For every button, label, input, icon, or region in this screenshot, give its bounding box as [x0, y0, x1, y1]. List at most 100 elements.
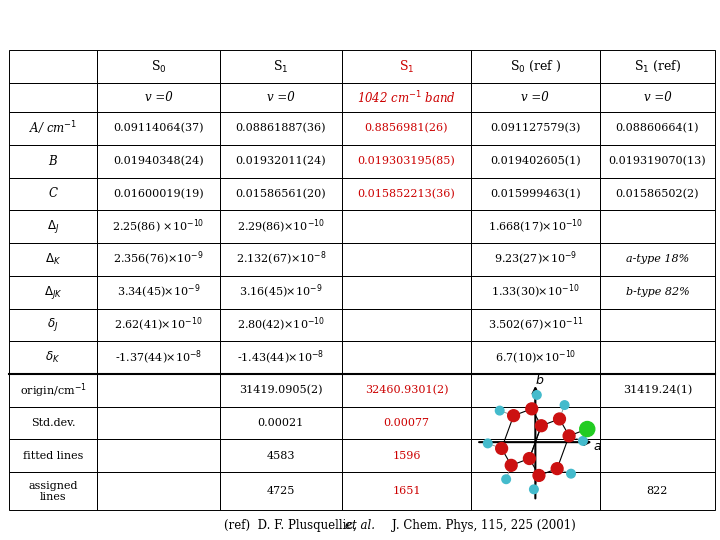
Bar — [342, 374, 471, 407]
Bar — [9, 178, 97, 210]
Bar — [600, 145, 715, 178]
Circle shape — [523, 453, 535, 464]
Text: 1.668(17)×10$^{-10}$: 1.668(17)×10$^{-10}$ — [487, 218, 583, 236]
Text: 0.01586561(20): 0.01586561(20) — [235, 189, 326, 199]
Bar — [600, 407, 715, 440]
Bar — [600, 308, 715, 341]
Circle shape — [560, 401, 569, 409]
Text: $\Delta_K$: $\Delta_K$ — [45, 252, 61, 267]
Text: b-type 82%: b-type 82% — [626, 287, 689, 297]
Bar — [220, 440, 342, 472]
Bar — [9, 50, 97, 83]
Bar — [97, 374, 220, 407]
Bar — [97, 341, 220, 374]
Bar — [97, 145, 220, 178]
Bar — [342, 308, 471, 341]
Circle shape — [563, 430, 575, 442]
Bar — [600, 112, 715, 145]
Bar — [471, 145, 600, 178]
Text: 4725: 4725 — [266, 486, 295, 496]
Bar — [342, 83, 471, 112]
Text: a-type 18%: a-type 18% — [626, 254, 689, 265]
Bar — [9, 210, 97, 243]
Bar — [220, 308, 342, 341]
Text: 0.019303195(85): 0.019303195(85) — [358, 156, 455, 166]
Bar — [471, 407, 600, 440]
Text: (ref)  D. F. Plusquellic,: (ref) D. F. Plusquellic, — [223, 518, 360, 532]
Bar — [471, 308, 600, 341]
Text: fitted lines: fitted lines — [23, 451, 83, 461]
Text: 0.00021: 0.00021 — [258, 418, 304, 428]
Circle shape — [508, 410, 520, 422]
Bar — [342, 112, 471, 145]
Bar — [9, 83, 97, 112]
Text: 0.019402605(1): 0.019402605(1) — [490, 156, 580, 166]
Bar — [9, 341, 97, 374]
Text: 2.29(86)×10$^{-10}$: 2.29(86)×10$^{-10}$ — [237, 218, 325, 236]
Text: S$_1$ (ref): S$_1$ (ref) — [634, 59, 681, 74]
Text: assigned
lines: assigned lines — [28, 481, 78, 502]
Text: 0.091127579(3): 0.091127579(3) — [490, 123, 580, 133]
Bar — [220, 374, 342, 407]
Bar — [220, 112, 342, 145]
Bar — [471, 83, 600, 112]
Text: J. Chem. Phys, 115, 225 (2001): J. Chem. Phys, 115, 225 (2001) — [362, 518, 576, 532]
Text: 31419.0905(2): 31419.0905(2) — [239, 385, 323, 395]
Text: 0.01932011(24): 0.01932011(24) — [235, 156, 326, 166]
Bar — [9, 308, 97, 341]
Text: v =0: v =0 — [644, 91, 671, 104]
Text: v =0: v =0 — [267, 91, 294, 104]
Bar — [600, 210, 715, 243]
Bar — [220, 145, 342, 178]
Bar — [342, 243, 471, 276]
Bar — [600, 178, 715, 210]
Bar — [471, 276, 600, 308]
Bar — [600, 374, 715, 407]
Bar — [600, 243, 715, 276]
Text: -1.37(44)×10$^{-8}$: -1.37(44)×10$^{-8}$ — [114, 348, 202, 367]
Bar — [342, 50, 471, 83]
Bar — [471, 374, 600, 407]
Circle shape — [496, 443, 508, 454]
Bar — [471, 341, 600, 374]
Bar — [471, 210, 600, 243]
Text: 0.015852213(36): 0.015852213(36) — [358, 189, 455, 199]
Circle shape — [526, 403, 538, 415]
Text: Molecular constants of 2-$^{35}$Cl naphthalene: Molecular constants of 2-$^{35}$Cl napht… — [145, 13, 575, 37]
Bar — [600, 50, 715, 83]
Circle shape — [533, 470, 545, 481]
Circle shape — [579, 437, 588, 445]
Bar — [342, 341, 471, 374]
Bar — [9, 472, 97, 510]
Text: 1042 cm$^{-1}$ band: 1042 cm$^{-1}$ band — [357, 89, 456, 106]
Bar — [342, 440, 471, 472]
Bar — [220, 83, 342, 112]
Bar — [220, 472, 342, 510]
Circle shape — [530, 485, 538, 494]
Bar — [9, 440, 97, 472]
Text: $\Delta_J$: $\Delta_J$ — [47, 218, 59, 235]
Text: 2.62(41)×10$^{-10}$: 2.62(41)×10$^{-10}$ — [114, 316, 202, 334]
Bar — [220, 407, 342, 440]
Text: v =0: v =0 — [145, 91, 172, 104]
Text: -1.43(44)×10$^{-8}$: -1.43(44)×10$^{-8}$ — [238, 348, 325, 367]
Bar — [342, 145, 471, 178]
Text: 4583: 4583 — [266, 451, 295, 461]
Bar — [342, 407, 471, 440]
Circle shape — [483, 439, 492, 448]
Bar — [600, 83, 715, 112]
Text: $\delta_J$: $\delta_J$ — [48, 316, 58, 333]
Bar — [97, 407, 220, 440]
Text: 6.7(10)×10$^{-10}$: 6.7(10)×10$^{-10}$ — [495, 348, 576, 367]
Text: origin/cm$^{-1}$: origin/cm$^{-1}$ — [19, 381, 86, 400]
Bar — [471, 178, 600, 210]
Bar — [220, 178, 342, 210]
Text: 1596: 1596 — [392, 451, 420, 461]
Text: 31419.24(1): 31419.24(1) — [623, 385, 692, 395]
Text: 0.01600019(19): 0.01600019(19) — [113, 189, 204, 199]
Text: 32460.9301(2): 32460.9301(2) — [365, 385, 449, 395]
Circle shape — [567, 469, 575, 478]
Text: S$_0$: S$_0$ — [150, 58, 166, 75]
Bar — [471, 243, 600, 276]
Text: 2.25(86) ×10$^{-10}$: 2.25(86) ×10$^{-10}$ — [112, 218, 204, 236]
